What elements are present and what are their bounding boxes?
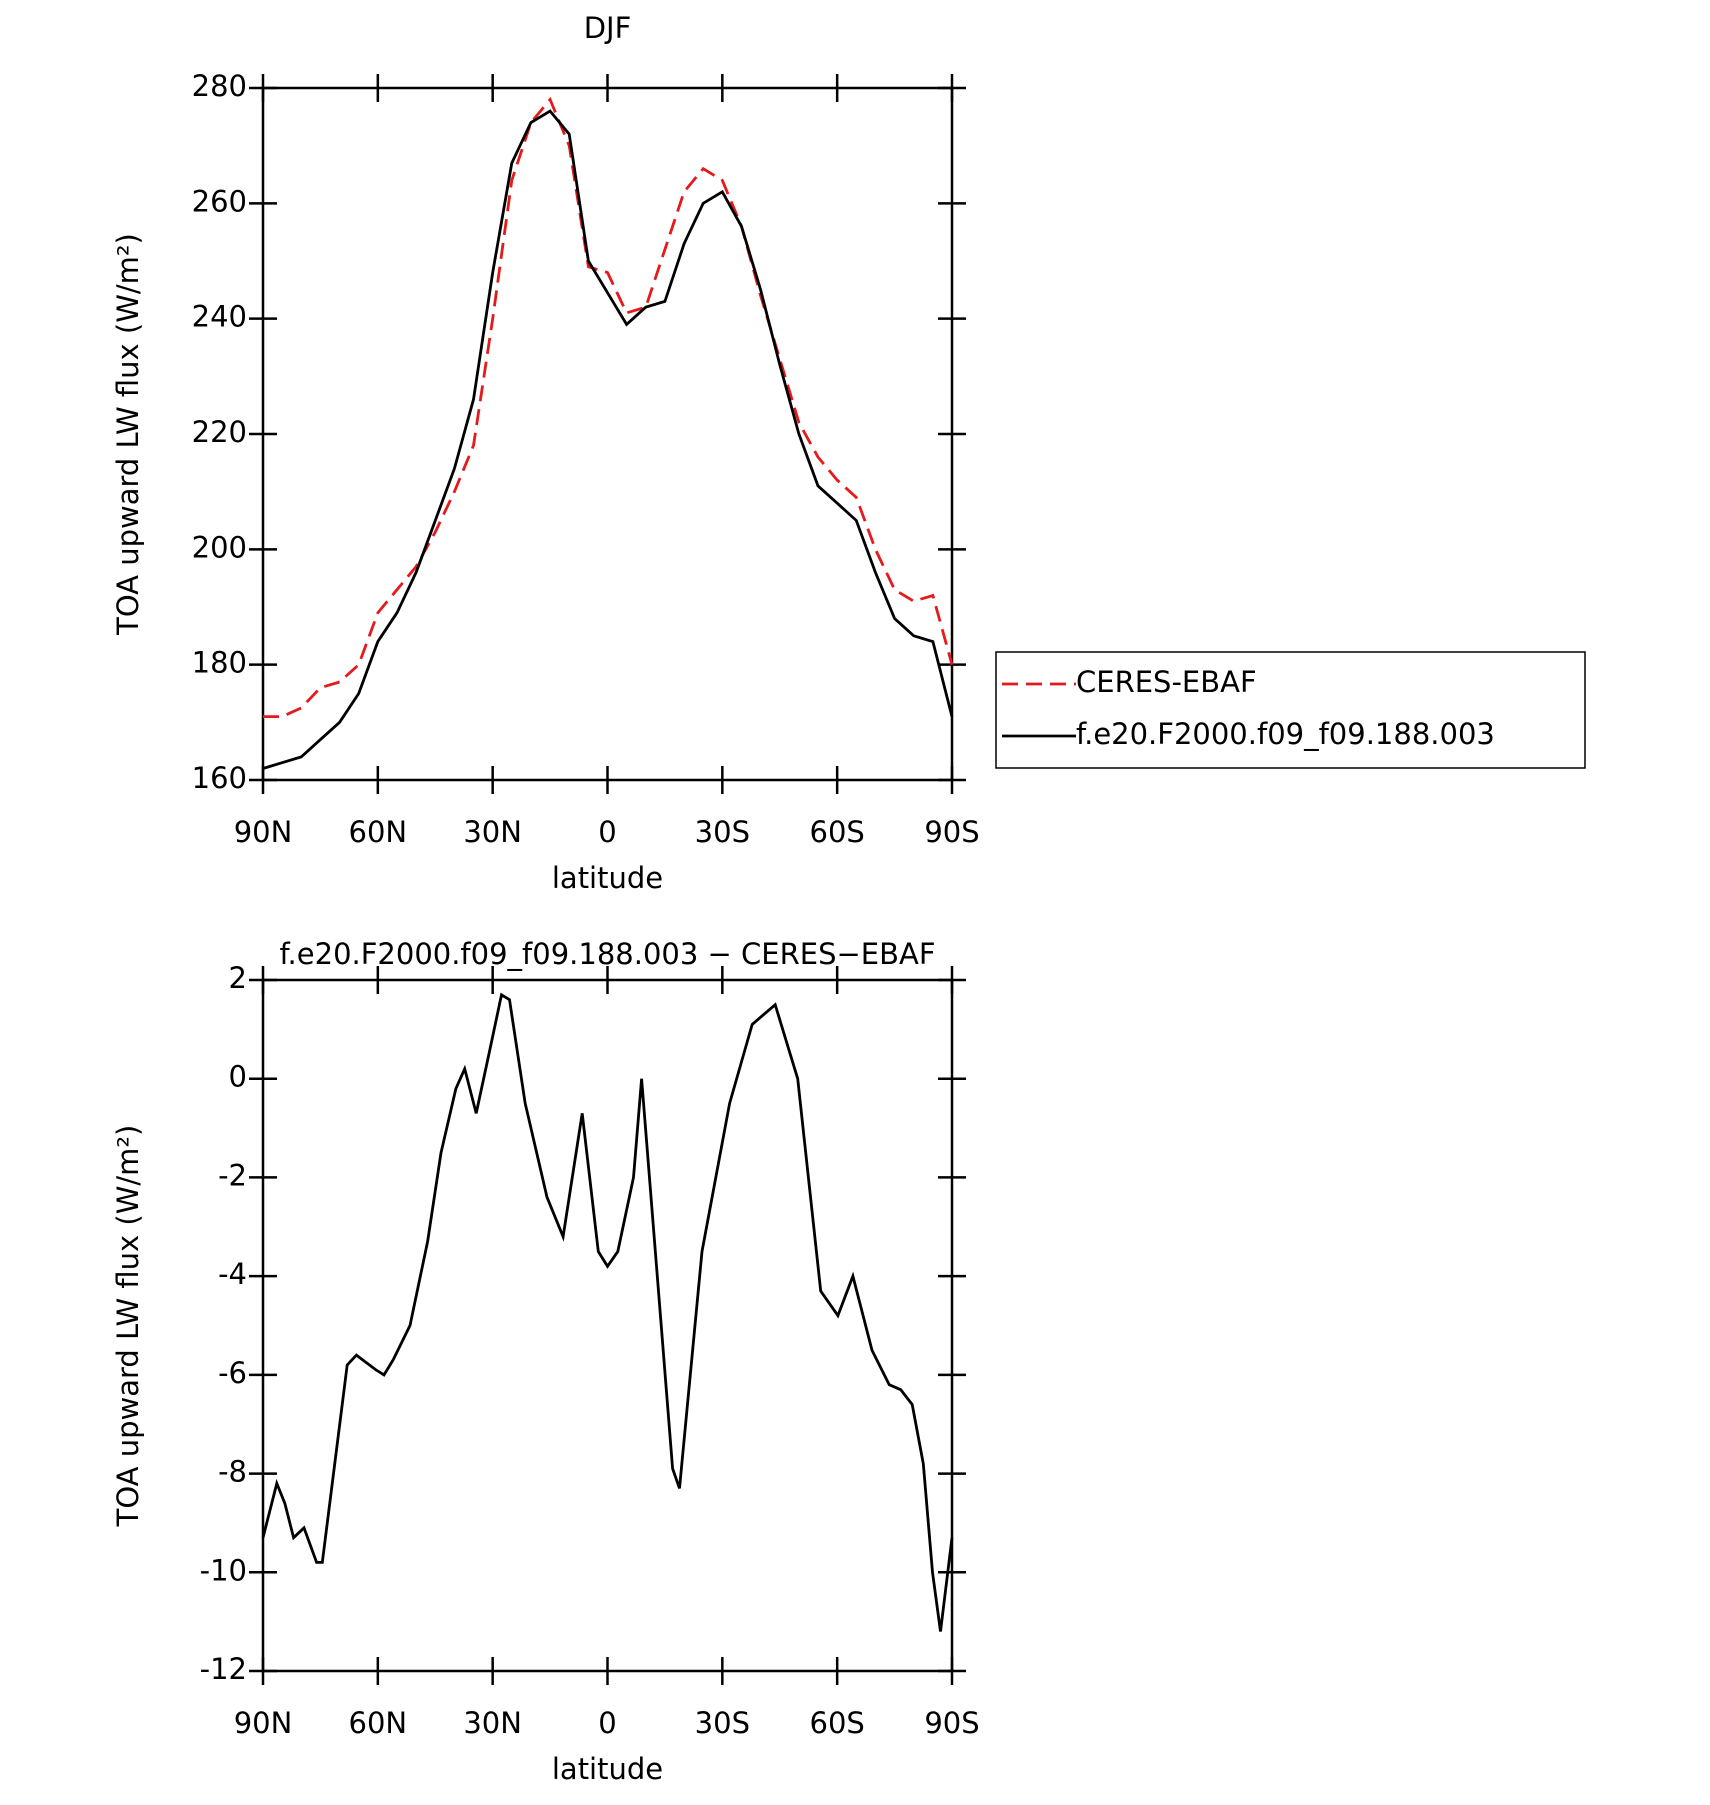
x-tick-label: 60S [810, 815, 865, 849]
legend-box [995, 651, 1586, 769]
x-tick-label: 90S [924, 1706, 979, 1740]
y-axis-label: TOA upward LW flux (W/m²) [111, 233, 145, 636]
y-tick-label: -10 [200, 1553, 247, 1587]
legend-label: f.e20.F2000.f09_f09.188.003 [1076, 717, 1495, 751]
chart-title: DJF [584, 11, 632, 45]
x-tick-label: 60N [349, 815, 408, 849]
x-tick-label: 90N [234, 1706, 293, 1740]
y-tick-label: 260 [192, 184, 247, 218]
chart-title: f.e20.F2000.f09_f09.188.003 − CERES−EBAF [279, 937, 935, 971]
data-line [262, 109, 954, 770]
x-tick-label: 60N [349, 1706, 408, 1740]
x-tick-label: 60S [810, 1706, 865, 1740]
y-tick-label: 280 [192, 69, 247, 103]
data-line [263, 96, 954, 718]
plot-frame [261, 978, 954, 1673]
y-tick-label: 160 [192, 761, 247, 795]
y-tick-label: 180 [192, 646, 247, 680]
x-tick-label: 30S [695, 815, 750, 849]
y-tick-label: -2 [218, 1158, 247, 1192]
y-tick-label: 240 [192, 300, 247, 334]
y-tick-label: -12 [200, 1652, 247, 1686]
x-axis-label: latitude [552, 1752, 663, 1786]
x-tick-label: 0 [598, 815, 616, 849]
y-tick-label: 2 [229, 961, 247, 995]
x-tick-label: 0 [598, 1706, 616, 1740]
y-tick-label: -8 [218, 1455, 247, 1489]
x-tick-label: 30N [463, 815, 522, 849]
y-tick-label: 0 [229, 1060, 247, 1094]
data-line [261, 992, 954, 1632]
y-tick-label: 200 [192, 530, 247, 564]
y-tick-label: 220 [192, 415, 247, 449]
x-tick-label: 30S [695, 1706, 750, 1740]
x-tick-label: 90N [234, 815, 293, 849]
y-tick-label: -6 [218, 1356, 247, 1390]
plot-frame [261, 86, 954, 782]
x-axis-label: latitude [552, 861, 663, 895]
x-tick-label: 30N [463, 1706, 522, 1740]
legend-label: CERES-EBAF [1076, 665, 1257, 699]
y-axis-label: TOA upward LW flux (W/m²) [111, 1125, 145, 1528]
x-tick-label: 90S [924, 815, 979, 849]
y-tick-label: -4 [218, 1257, 247, 1291]
